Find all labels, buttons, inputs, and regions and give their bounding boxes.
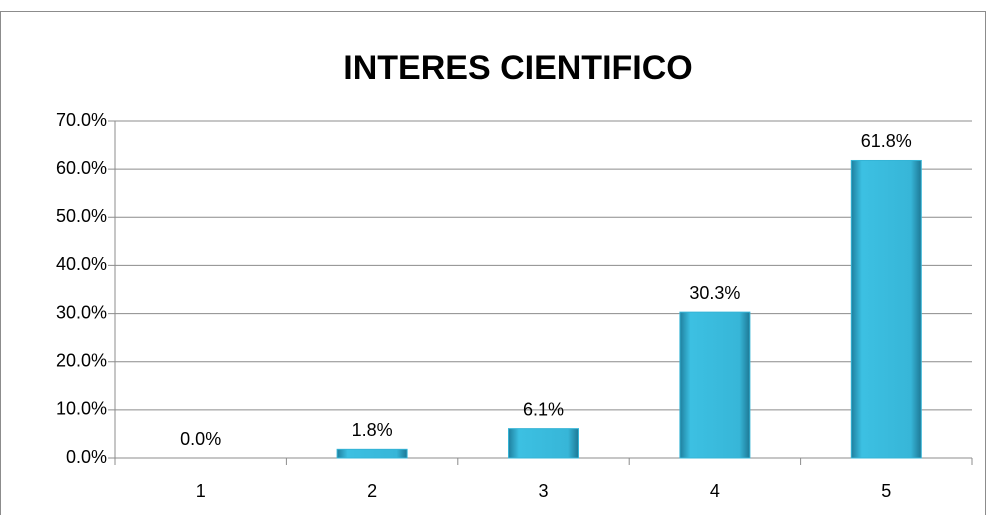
x-tick-label: 5	[881, 481, 891, 501]
bar	[679, 311, 751, 459]
value-label: 1.8%	[352, 420, 393, 440]
y-tick-label: 10.0%	[56, 399, 107, 419]
value-label: 61.8%	[861, 131, 912, 151]
y-tick-label: 40.0%	[56, 254, 107, 274]
y-tick-label: 30.0%	[56, 302, 107, 322]
x-tick-label: 1	[196, 481, 206, 501]
x-tick-label: 2	[367, 481, 377, 501]
y-tick-label: 0.0%	[66, 447, 107, 467]
chart-border	[0, 11, 986, 515]
value-label: 30.3%	[689, 283, 740, 303]
y-tick-label: 20.0%	[56, 350, 107, 370]
chart-title: INTERES CIENTIFICO	[343, 49, 692, 87]
value-label: 0.0%	[180, 429, 221, 449]
y-tick-label: 70.0%	[56, 110, 107, 130]
bar	[850, 159, 922, 459]
value-label: 6.1%	[523, 399, 564, 419]
bar	[508, 428, 579, 459]
bar	[336, 448, 408, 459]
y-tick-label: 50.0%	[56, 206, 107, 226]
x-tick-label: 3	[538, 481, 548, 501]
x-tick-label: 4	[710, 481, 720, 501]
y-tick-label: 60.0%	[56, 158, 107, 178]
